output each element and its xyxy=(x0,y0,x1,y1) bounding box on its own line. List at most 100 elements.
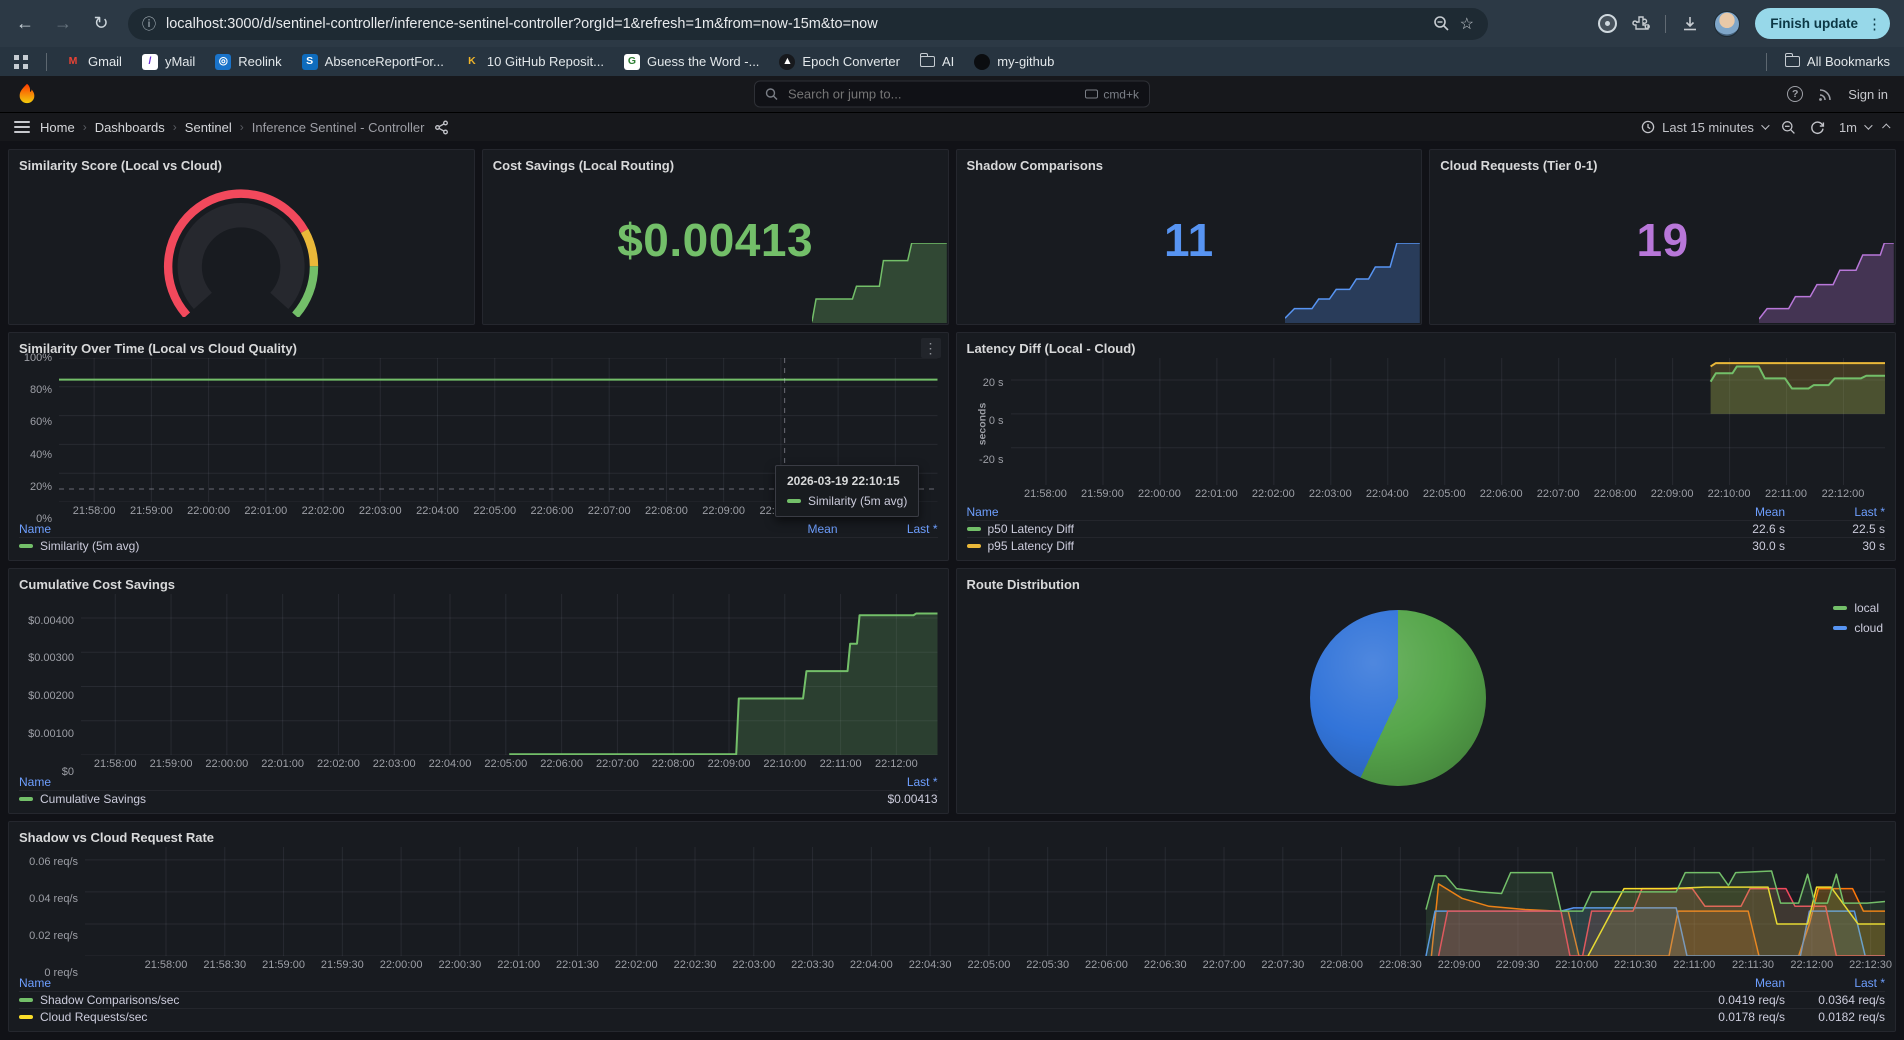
breadcrumb-item[interactable]: Inference Sentinel - Controller xyxy=(251,119,425,135)
search-input[interactable] xyxy=(786,85,1078,103)
panel-title[interactable]: Similarity Over Time (Local vs Cloud Qua… xyxy=(19,341,297,356)
timeseries-chart: 0% 20% 40% 60% 80% 100% 2026-03-19 22:10:15 S… xyxy=(19,352,938,525)
url-text[interactable]: localhost:3000/d/sentinel-controller/inf… xyxy=(166,15,878,32)
password-extension-icon[interactable] xyxy=(1598,14,1618,33)
bookmark-item[interactable]: K 10 GitHub Reposit... xyxy=(464,54,604,70)
time-range-picker[interactable]: Last 15 minutes xyxy=(1641,120,1770,135)
legend-series-label[interactable]: Cloud Requests/sec xyxy=(40,1010,148,1024)
pie-legend-item[interactable]: local xyxy=(1833,601,1883,615)
reload-icon[interactable]: ↻ xyxy=(93,13,109,33)
bookmark-star-icon[interactable]: ☆ xyxy=(1459,15,1474,33)
sign-in-link[interactable]: Sign in xyxy=(1848,86,1888,102)
refresh-interval-picker[interactable]: 1m xyxy=(1839,120,1873,135)
bookmark-label: yMail xyxy=(164,54,196,69)
panel-title[interactable]: Similarity Score (Local vs Cloud) xyxy=(19,158,222,173)
y-tick-label: 60% xyxy=(29,416,52,429)
breadcrumb-item[interactable]: Sentinel xyxy=(184,119,232,135)
refresh-icon[interactable] xyxy=(1810,120,1825,135)
forward-icon[interactable]: → xyxy=(54,13,72,33)
pie-legend-label[interactable]: cloud xyxy=(1854,621,1883,635)
extensions-puzzle-icon[interactable] xyxy=(1632,15,1651,33)
back-icon[interactable]: ← xyxy=(16,13,34,33)
x-tick-label: 22:02:30 xyxy=(673,959,717,971)
profile-avatar[interactable] xyxy=(1714,10,1741,37)
zoom-out-icon[interactable] xyxy=(1781,120,1796,135)
legend-header-name[interactable]: Name xyxy=(966,504,999,519)
panel-title[interactable]: Cost Savings (Local Routing) xyxy=(492,158,675,173)
legend-series-label[interactable]: Similarity (5m avg) xyxy=(40,539,140,553)
panel-title[interactable]: Route Distribution xyxy=(966,577,1080,592)
plot-area[interactable]: 2026-03-19 22:10:15 Similarity (5m avg) xyxy=(59,358,938,517)
pie-legend-label[interactable]: local xyxy=(1854,601,1879,615)
breadcrumb-item[interactable]: Dashboards xyxy=(94,119,165,135)
plot-area[interactable] xyxy=(1011,358,1885,485)
panel-title[interactable]: Cloud Requests (Tier 0-1) xyxy=(1440,158,1598,173)
x-tick-label: 22:08:30 xyxy=(1378,959,1422,971)
breadcrumb-item[interactable]: Home xyxy=(40,119,75,135)
legend-series-label[interactable]: Shadow Comparisons/sec xyxy=(40,993,180,1007)
plot-area[interactable] xyxy=(85,847,1885,956)
download-icon[interactable] xyxy=(1681,15,1699,33)
news-rss-icon[interactable] xyxy=(1818,87,1833,102)
url-bar[interactable]: ⓘ localhost:3000/d/sentinel-controller/i… xyxy=(128,7,1488,40)
legend-last-value: 22.5 s xyxy=(1852,522,1885,536)
legend-header-last[interactable]: Last * xyxy=(1854,504,1885,519)
bookmark-item[interactable]: M Gmail xyxy=(65,54,122,70)
bookmark-item[interactable]: ▲ Epoch Converter xyxy=(779,53,900,70)
search-icon xyxy=(765,88,778,100)
bookmark-item[interactable]: AI xyxy=(919,53,954,69)
legend-header-name[interactable]: Name xyxy=(19,774,52,789)
legend-series[interactable]: Cumulative Savings xyxy=(19,792,838,806)
legend-header-mean[interactable]: Mean xyxy=(1754,504,1785,519)
panel-title[interactable]: Latency Diff (Local - Cloud) xyxy=(966,341,1136,356)
legend-header-name[interactable]: Name xyxy=(19,521,52,536)
menu-toggle-icon[interactable] xyxy=(14,121,30,133)
header-right: ? Sign in xyxy=(1787,86,1888,102)
legend-header-mean[interactable]: Mean xyxy=(1754,975,1785,990)
legend-series[interactable]: Shadow Comparisons/sec xyxy=(19,993,1670,1007)
sparkline xyxy=(1759,242,1894,323)
bookmark-item[interactable]: ◎ Reolink xyxy=(215,53,282,70)
pie-chart[interactable] xyxy=(1309,610,1486,787)
bookmark-item[interactable]: S AbsenceReportFor... xyxy=(301,53,444,70)
all-bookmarks-button[interactable]: All Bookmarks xyxy=(1784,53,1890,69)
legend-header-mean[interactable]: Mean xyxy=(807,521,838,536)
share-icon[interactable] xyxy=(434,120,449,135)
panel-title[interactable]: Shadow vs Cloud Request Rate xyxy=(19,830,215,845)
legend-header-last[interactable]: Last * xyxy=(906,521,938,536)
x-tick-label: 22:00:00 xyxy=(205,758,249,770)
legend-series[interactable]: Similarity (5m avg) xyxy=(19,539,723,553)
legend-series-label[interactable]: p95 Latency Diff xyxy=(987,539,1075,553)
legend-series-label[interactable]: p50 Latency Diff xyxy=(987,522,1075,536)
legend-series-label[interactable]: Cumulative Savings xyxy=(40,792,147,806)
browser-menu-icon[interactable]: ⋮ xyxy=(1867,15,1882,33)
panel-menu-icon[interactable]: ⋮ xyxy=(920,338,941,358)
legend-series[interactable]: p50 Latency Diff xyxy=(966,522,1671,536)
finish-update-button[interactable]: Finish update ⋮ xyxy=(1755,8,1890,39)
legend-header-last[interactable]: Last * xyxy=(1854,975,1885,990)
x-tick-label: 22:02:00 xyxy=(1251,488,1295,500)
zoom-page-icon[interactable] xyxy=(1433,15,1450,32)
plot-area[interactable] xyxy=(81,594,938,755)
legend-header-name[interactable]: Name xyxy=(19,975,52,990)
search-box[interactable]: cmd+k xyxy=(754,80,1150,108)
grafana-header: cmd+k ? Sign in xyxy=(0,76,1904,113)
help-icon[interactable]: ? xyxy=(1787,86,1804,102)
bookmark-item[interactable]: my-github xyxy=(974,53,1054,70)
panel-title[interactable]: Shadow Comparisons xyxy=(966,158,1104,173)
legend-header-row: Name Mean Last * xyxy=(19,974,1885,991)
pie-legend-item[interactable]: cloud xyxy=(1833,621,1883,635)
site-info-icon[interactable]: ⓘ xyxy=(142,15,156,32)
panel-title[interactable]: Cumulative Cost Savings xyxy=(19,577,176,592)
x-tick-label: 22:01:00 xyxy=(261,758,305,770)
legend-series[interactable]: Cloud Requests/sec xyxy=(19,1010,1670,1024)
apps-grid-icon[interactable] xyxy=(14,54,28,69)
legend-header-last[interactable]: Last * xyxy=(906,774,938,789)
collapse-chevron-icon[interactable] xyxy=(1882,123,1891,132)
legend-series[interactable]: p95 Latency Diff xyxy=(966,539,1671,553)
bookmarks-right-divider xyxy=(1765,52,1767,71)
grafana-logo[interactable] xyxy=(16,83,38,105)
x-tick-label: 21:59:30 xyxy=(320,959,364,971)
bookmark-item[interactable]: G Guess the Word -... xyxy=(623,53,759,70)
bookmark-item[interactable]: / yMail xyxy=(141,53,196,70)
